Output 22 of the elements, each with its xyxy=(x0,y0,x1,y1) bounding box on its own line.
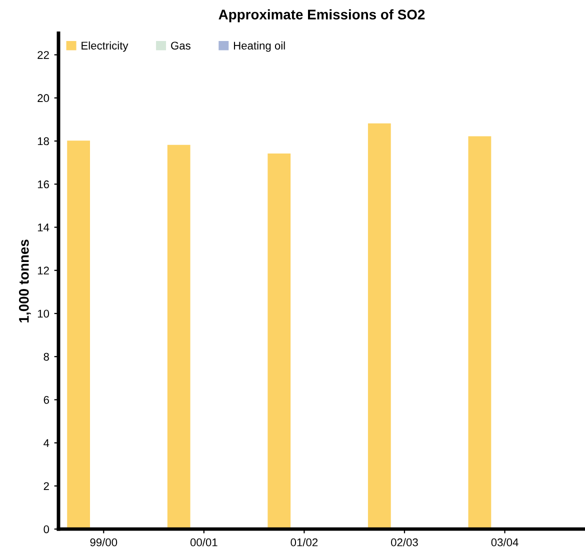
legend-label: Gas xyxy=(171,42,190,50)
x-tick-label: 99/00 xyxy=(90,538,118,546)
x-tick-label: 03/04 xyxy=(491,538,518,546)
y-tick-label: 20 xyxy=(38,94,50,102)
y-tick-label: 0 xyxy=(44,525,50,534)
y-tick-label: 10 xyxy=(38,310,50,318)
legend-label: Heating oil xyxy=(234,41,285,52)
legend-label: Electricity xyxy=(82,41,128,52)
y-tick-label: 14 xyxy=(38,224,50,232)
y-tick-label: 16 xyxy=(38,180,49,188)
y-tick-label: 18 xyxy=(38,137,49,146)
y-tick-label: 8 xyxy=(44,352,49,361)
y-tick-label: 12 xyxy=(38,266,49,274)
x-tick-label: 02/03 xyxy=(391,538,418,546)
y-tick-label: 22 xyxy=(38,51,49,59)
x-tick-label: 00/01 xyxy=(190,538,218,546)
y-tick-label: 2 xyxy=(44,482,49,490)
chart-title: Approximate Emissions of SO2 xyxy=(218,9,425,22)
y-tick-label: 6 xyxy=(44,396,49,404)
y-axis-title: 1,000 tonnes xyxy=(18,240,31,322)
y-tick-label: 4 xyxy=(44,439,50,447)
x-tick-label: 01/02 xyxy=(290,538,318,546)
